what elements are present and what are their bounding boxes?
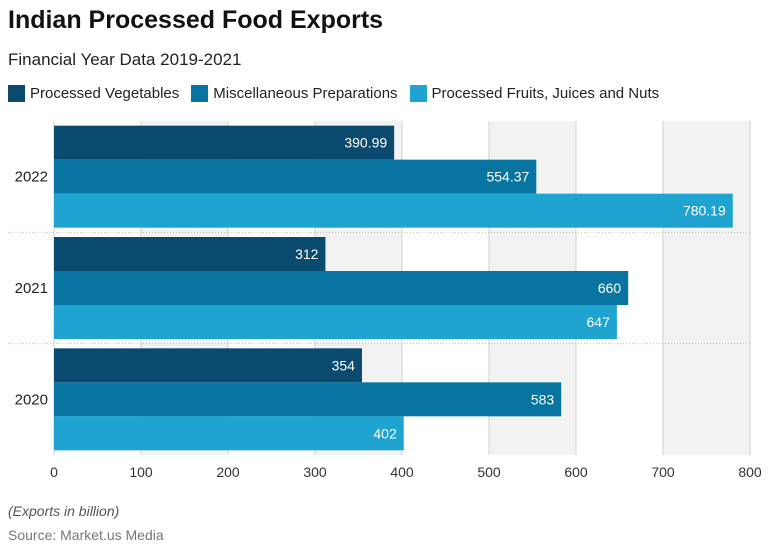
- data-label: 390.99: [344, 135, 387, 151]
- x-tick-label: 300: [303, 464, 327, 480]
- x-tick-label: 600: [564, 464, 588, 480]
- bar: [54, 416, 404, 451]
- data-label: 583: [531, 391, 555, 407]
- legend-swatch: [409, 85, 427, 102]
- x-tick-label: 0: [50, 464, 58, 480]
- data-label: 312: [295, 246, 319, 262]
- x-tick-label: 500: [477, 464, 501, 480]
- source-note: Source: Market.us Media: [8, 527, 164, 543]
- legend-label: Processed Vegetables: [30, 85, 180, 102]
- category-label: 2022: [15, 169, 48, 186]
- legend-item-misc: Miscellaneous Preparations: [191, 85, 398, 102]
- bar: [54, 305, 617, 339]
- bar: [54, 193, 733, 228]
- chart-subtitle: Financial Year Data 2019-2021: [8, 50, 242, 69]
- legend-swatch: [8, 85, 25, 102]
- legend-swatch: [191, 85, 209, 102]
- bar: [54, 125, 395, 160]
- legend: Processed Vegetables Miscellaneous Prepa…: [8, 85, 671, 102]
- x-tick-label: 200: [216, 464, 240, 480]
- x-tick-label: 400: [390, 464, 414, 480]
- legend-item-vegetables: Processed Vegetables: [8, 85, 179, 102]
- x-tick-label: 100: [129, 464, 153, 480]
- bar: [54, 159, 537, 194]
- data-label: 554.37: [486, 169, 529, 185]
- legend-label: Processed Fruits, Juices and Nuts: [431, 85, 660, 102]
- bar: [54, 348, 362, 383]
- bar: [54, 237, 326, 271]
- data-label: 354: [332, 357, 356, 373]
- x-tick-label: 800: [738, 464, 762, 480]
- data-label: 647: [587, 314, 611, 330]
- data-label: 402: [373, 425, 397, 441]
- x-tick-label: 700: [651, 464, 675, 480]
- category-label: 2020: [15, 391, 48, 408]
- category-label: 2021: [15, 280, 48, 297]
- data-label: 660: [598, 280, 622, 296]
- chart-title: Indian Processed Food Exports: [8, 6, 384, 34]
- footnote: (Exports in billion): [8, 503, 120, 519]
- legend-item-fruits: Processed Fruits, Juices and Nuts: [409, 85, 660, 102]
- data-label: 780.19: [683, 203, 726, 219]
- bar: [54, 271, 629, 305]
- legend-label: Miscellaneous Preparations: [213, 85, 398, 102]
- grid-band: [663, 121, 750, 455]
- bar: [54, 382, 562, 417]
